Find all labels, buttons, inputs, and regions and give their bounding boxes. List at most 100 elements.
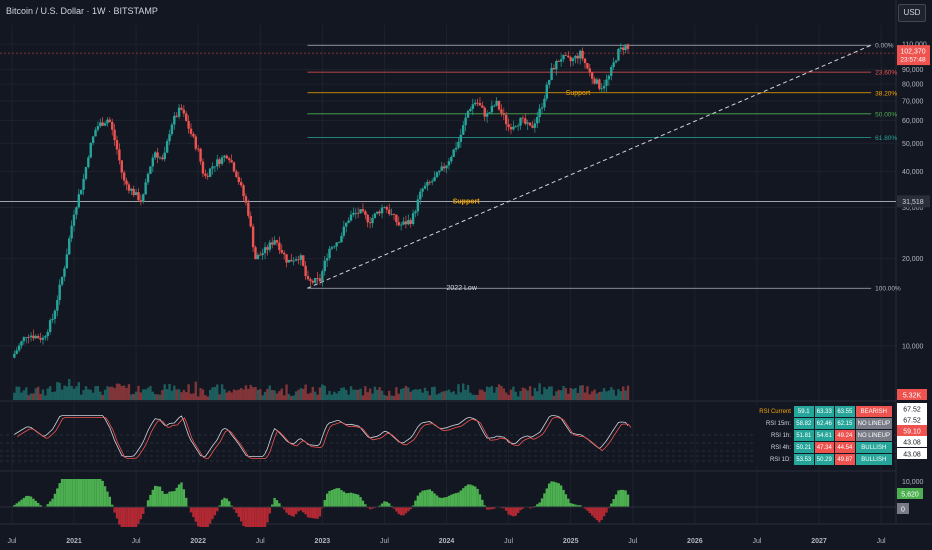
oscillator-bar <box>228 501 231 507</box>
volume-bar <box>125 387 128 400</box>
rsi-signal-line <box>17 417 632 459</box>
volume-bar <box>120 385 123 400</box>
oscillator-bar <box>103 486 107 507</box>
volume-bar <box>423 387 427 400</box>
volume-bar <box>118 383 121 400</box>
candle-body <box>182 109 186 114</box>
candle-body <box>624 44 627 51</box>
candle-body <box>211 166 214 169</box>
volume-bar <box>588 394 591 400</box>
candle-body <box>378 211 381 214</box>
candle-body <box>507 124 510 128</box>
y-tick-label: 110,000 <box>902 42 927 49</box>
volume-bar <box>158 394 162 400</box>
oscillator-bar <box>20 499 23 507</box>
candle-body <box>280 250 283 253</box>
candle-body <box>433 177 436 182</box>
oscillator-bar <box>48 501 52 507</box>
candle-body <box>476 102 479 104</box>
candle-body <box>459 134 463 142</box>
candle-body <box>505 114 508 125</box>
candle-body <box>199 148 202 162</box>
oscillator-bar <box>318 507 322 517</box>
candle-body <box>39 338 42 340</box>
candle-body <box>185 113 188 121</box>
volume-bar <box>571 389 575 400</box>
volume-bar <box>473 394 477 400</box>
volume-bar <box>139 392 143 400</box>
volume-bar <box>65 386 69 400</box>
oscillator-bar <box>154 485 157 507</box>
volume-bar <box>13 392 16 400</box>
volume-bar <box>476 394 479 400</box>
rsi-cell-v3: 49.24 <box>834 429 856 442</box>
oscillator-bar <box>256 507 260 527</box>
oscillator-bar <box>113 507 116 513</box>
volume-bar <box>407 387 410 400</box>
rsi-table-row: RSI 15m: 58.82 62.46 62.15 NO LINEUP <box>756 417 894 430</box>
volume-bar <box>371 393 374 400</box>
volume-bar <box>36 386 40 400</box>
oscillator-bar <box>555 482 558 507</box>
oscillator-bar <box>521 507 525 509</box>
x-tick-label: Jul <box>256 538 265 545</box>
candle-body <box>395 214 398 223</box>
candle-body <box>103 123 107 126</box>
volume-bar <box>182 389 186 400</box>
candle-body <box>225 155 229 159</box>
oscillator-bar <box>335 488 338 507</box>
rsi-tag <box>897 403 927 414</box>
candle-body <box>359 209 362 214</box>
candle-body <box>254 247 257 260</box>
candle-body <box>388 209 391 214</box>
candle-body <box>380 207 384 214</box>
currency-button[interactable]: USD <box>898 4 926 22</box>
oscillator-bar <box>440 497 443 507</box>
oscillator-bar <box>490 507 494 510</box>
volume-bar <box>524 388 527 400</box>
candle-body <box>53 310 57 319</box>
volume-bar <box>330 394 334 400</box>
y-tick-label: 70,000 <box>902 98 924 105</box>
volume-bar <box>622 386 625 400</box>
volume-bar <box>304 384 307 400</box>
candle-body <box>192 133 195 137</box>
oscillator-bar <box>364 504 367 507</box>
oscillator-bar <box>189 507 193 513</box>
oscillator-bar <box>354 493 357 507</box>
volume-bar <box>213 386 217 400</box>
volume-bar <box>364 386 367 400</box>
volume-bar <box>540 394 544 400</box>
oscillator-bar <box>340 490 343 507</box>
volume-bar <box>600 391 603 400</box>
candle-body <box>442 166 446 169</box>
oscillator-bar <box>29 496 33 507</box>
oscillator-bar <box>557 483 560 507</box>
oscillator-bar <box>316 507 319 519</box>
oscillator-bar <box>65 479 69 507</box>
oscillator-bar <box>411 505 415 507</box>
oscillator-bar <box>414 500 417 507</box>
oscillator-bar <box>552 481 556 507</box>
oscillator-bar <box>27 495 30 507</box>
candle-body <box>416 199 420 212</box>
oscillator-bar <box>622 489 625 507</box>
volume-bar <box>103 389 107 400</box>
volume-bar <box>175 389 178 400</box>
oscillator-bar <box>149 494 152 507</box>
volume-bars <box>13 378 630 400</box>
oscillator-bar <box>481 499 484 507</box>
candle-body <box>94 129 97 137</box>
oscillator-bar <box>70 479 73 507</box>
volume-bar <box>168 383 171 400</box>
volume-bar <box>519 391 522 400</box>
rsi-cell-v2: 54.61 <box>813 429 836 442</box>
volume-bar <box>194 381 197 400</box>
oscillator-bar <box>235 507 238 513</box>
volume-bar <box>610 387 613 400</box>
rsi-cell-v3: 49.87 <box>834 453 856 466</box>
oscillator-bar <box>471 485 474 507</box>
candle-body <box>251 226 255 248</box>
volume-bar <box>106 386 109 400</box>
